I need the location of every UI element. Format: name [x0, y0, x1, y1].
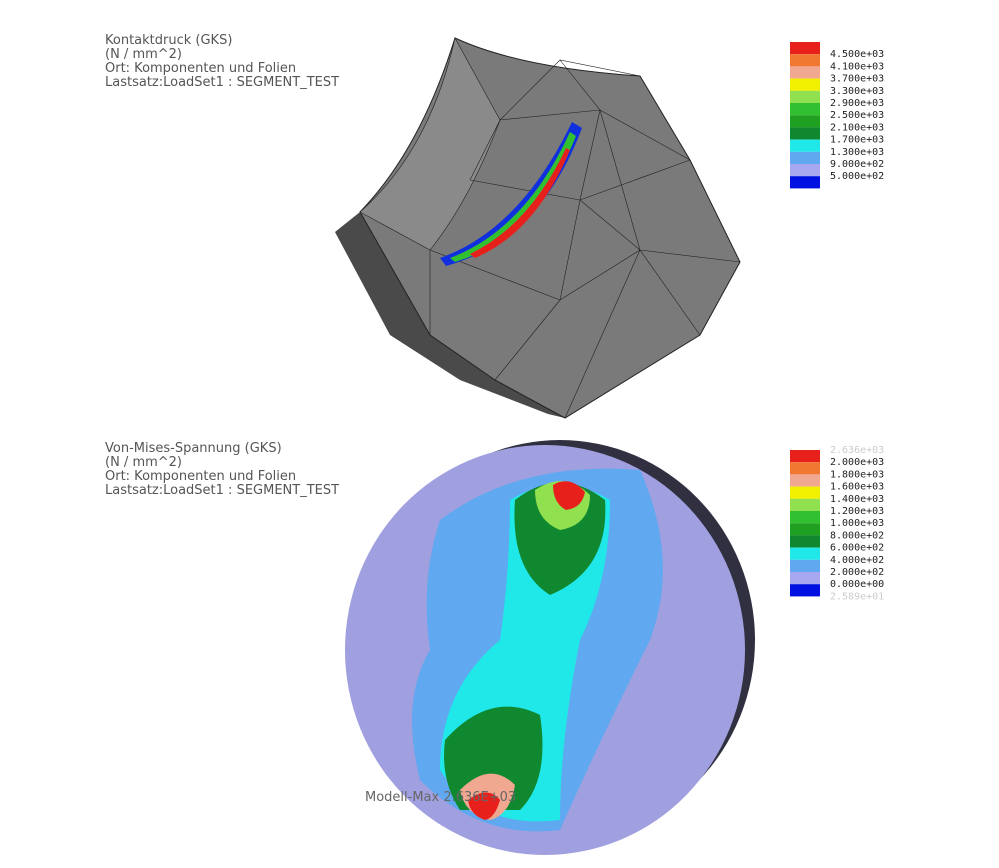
legend-label: 4.100e+03	[830, 61, 884, 72]
legend-label: 6.000e+02	[830, 543, 884, 554]
legend-swatch	[790, 535, 820, 548]
legend-label: 2.589e+01	[830, 591, 884, 602]
mesh	[429, 59, 741, 419]
legend-label: 2.000e+02	[830, 567, 884, 578]
legend-swatch	[790, 462, 820, 475]
legend-swatch	[790, 164, 820, 177]
segment-model	[335, 37, 741, 419]
header-line: (N / mm^2)	[105, 47, 182, 62]
legend-swatch	[790, 523, 820, 536]
header-line: (N / mm^2)	[105, 455, 182, 470]
legend-label: 4.500e+03	[830, 49, 884, 60]
legend-swatch	[790, 151, 820, 164]
legend-label: 0.000e+00	[830, 579, 884, 590]
legend-swatch	[790, 90, 820, 103]
legend-label: 9.000e+02	[830, 159, 884, 170]
legend-label: 5.000e+02	[830, 171, 884, 182]
legend-label: 2.000e+03	[830, 457, 884, 468]
legend-swatch	[790, 474, 820, 487]
legend-swatch	[790, 54, 820, 67]
legend-label: 2.500e+03	[830, 110, 884, 121]
legend-swatch	[790, 78, 820, 91]
disk-model	[345, 440, 755, 855]
legend-label: 1.000e+03	[830, 518, 884, 529]
legend-swatch	[790, 66, 820, 79]
legend-swatch	[790, 584, 820, 597]
legend-swatch	[790, 127, 820, 140]
legend-swatch	[790, 42, 820, 55]
header-line: Ort: Komponenten und Folien	[105, 61, 296, 76]
legend-label: 2.900e+03	[830, 98, 884, 109]
hotspot-bottom-peak	[468, 792, 500, 820]
header-line: Ort: Komponenten und Folien	[105, 469, 296, 484]
inner-face	[359, 37, 501, 251]
legend-label: 1.400e+03	[830, 494, 884, 505]
legend-swatch	[790, 139, 820, 152]
legend-label: 1.600e+03	[830, 482, 884, 493]
side-face	[335, 212, 565, 418]
legend-label: 2.636e+03	[830, 445, 884, 456]
header-line: Kontaktdruck (GKS)	[105, 33, 232, 48]
legend-label: 8.000e+02	[830, 530, 884, 541]
legend-swatch	[790, 498, 820, 511]
hotspot-top-peak	[553, 481, 585, 510]
legend-swatch	[790, 103, 820, 116]
legend-swatch	[790, 450, 820, 463]
legend-swatch	[790, 547, 820, 560]
legend-label: 3.300e+03	[830, 86, 884, 97]
legend-label: 4.000e+02	[830, 555, 884, 566]
legend-swatch	[790, 176, 820, 189]
legend-swatch	[790, 511, 820, 524]
header-line: Lastsatz:LoadSet1 : SEGMENT_TEST	[105, 75, 339, 90]
legend-label: 1.200e+03	[830, 506, 884, 517]
contact-outer	[440, 122, 582, 266]
legend-label: 1.800e+03	[830, 469, 884, 480]
legend-swatch	[790, 572, 820, 585]
legend-swatch	[790, 559, 820, 572]
annotation: Modell-Max 2.636E+03	[365, 790, 516, 805]
legend-label: 3.700e+03	[830, 74, 884, 85]
legend-label: 1.700e+03	[830, 135, 884, 146]
header-line: Lastsatz:LoadSet1 : SEGMENT_TEST	[105, 483, 339, 498]
legend-swatch	[790, 486, 820, 499]
header-line: Von-Mises-Spannung (GKS)	[105, 441, 282, 456]
legend-label: 1.300e+03	[830, 147, 884, 158]
legend-swatch	[790, 115, 820, 128]
legend-label: 2.100e+03	[830, 122, 884, 133]
